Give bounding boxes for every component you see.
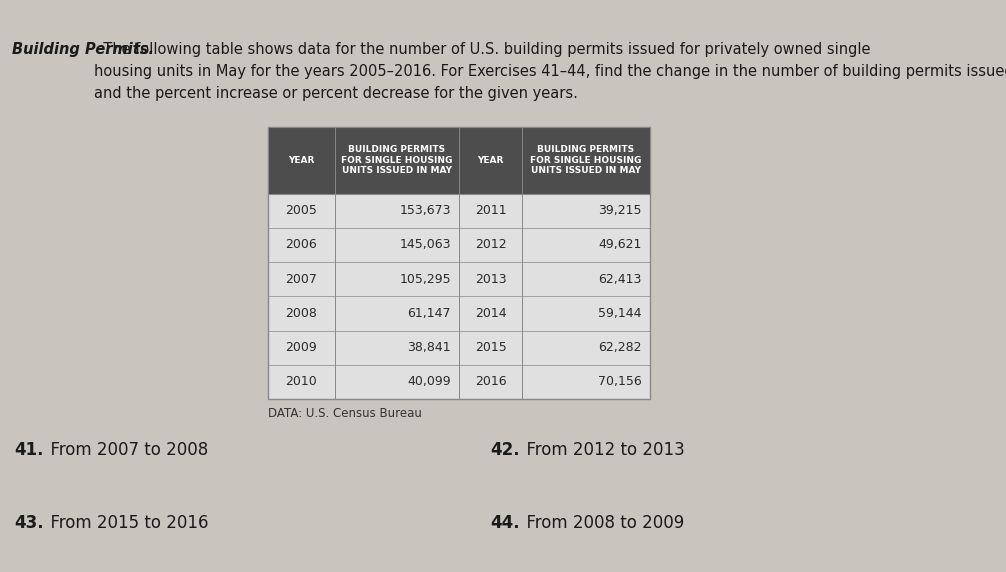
Text: 145,063: 145,063	[399, 239, 451, 252]
Text: 38,841: 38,841	[407, 341, 451, 354]
Text: DATA: U.S. Census Bureau: DATA: U.S. Census Bureau	[268, 407, 422, 420]
Text: From 2012 to 2013: From 2012 to 2013	[516, 441, 685, 459]
Text: 42.: 42.	[490, 441, 520, 459]
Text: 70,156: 70,156	[599, 375, 642, 388]
Text: 2012: 2012	[475, 239, 506, 252]
Text: 2016: 2016	[475, 375, 506, 388]
Text: 2005: 2005	[286, 204, 317, 217]
Text: BUILDING PERMITS
FOR SINGLE HOUSING
UNITS ISSUED IN MAY: BUILDING PERMITS FOR SINGLE HOUSING UNIT…	[530, 145, 642, 175]
Text: 49,621: 49,621	[599, 239, 642, 252]
Text: 2006: 2006	[286, 239, 317, 252]
Text: 2013: 2013	[475, 273, 506, 285]
Text: 153,673: 153,673	[399, 204, 451, 217]
Text: 44.: 44.	[490, 514, 520, 532]
Text: 39,215: 39,215	[599, 204, 642, 217]
Text: 2011: 2011	[475, 204, 506, 217]
Text: 2009: 2009	[286, 341, 317, 354]
Text: 41.: 41.	[14, 441, 43, 459]
Bar	[268, 127, 650, 194]
Text: 2007: 2007	[286, 273, 317, 285]
Text: The following table shows data for the number of U.S. building permits issued fo: The following table shows data for the n…	[94, 42, 1006, 101]
Text: BUILDING PERMITS
FOR SINGLE HOUSING
UNITS ISSUED IN MAY: BUILDING PERMITS FOR SINGLE HOUSING UNIT…	[341, 145, 453, 175]
Text: From 2007 to 2008: From 2007 to 2008	[40, 441, 208, 459]
Text: 62,413: 62,413	[599, 273, 642, 285]
Text: From 2008 to 2009: From 2008 to 2009	[516, 514, 684, 532]
Text: From 2015 to 2016: From 2015 to 2016	[40, 514, 208, 532]
Text: 2015: 2015	[475, 341, 506, 354]
Text: 2014: 2014	[475, 307, 506, 320]
Text: 2010: 2010	[286, 375, 317, 388]
Text: YEAR: YEAR	[289, 156, 315, 165]
Text: 2008: 2008	[286, 307, 317, 320]
Text: YEAR: YEAR	[477, 156, 504, 165]
Text: 43.: 43.	[14, 514, 43, 532]
Text: 62,282: 62,282	[599, 341, 642, 354]
Text: 61,147: 61,147	[407, 307, 451, 320]
Text: 40,099: 40,099	[407, 375, 451, 388]
Text: Building Permits.: Building Permits.	[12, 42, 154, 57]
Text: 59,144: 59,144	[599, 307, 642, 320]
Bar	[268, 127, 650, 399]
Text: 105,295: 105,295	[399, 273, 451, 285]
